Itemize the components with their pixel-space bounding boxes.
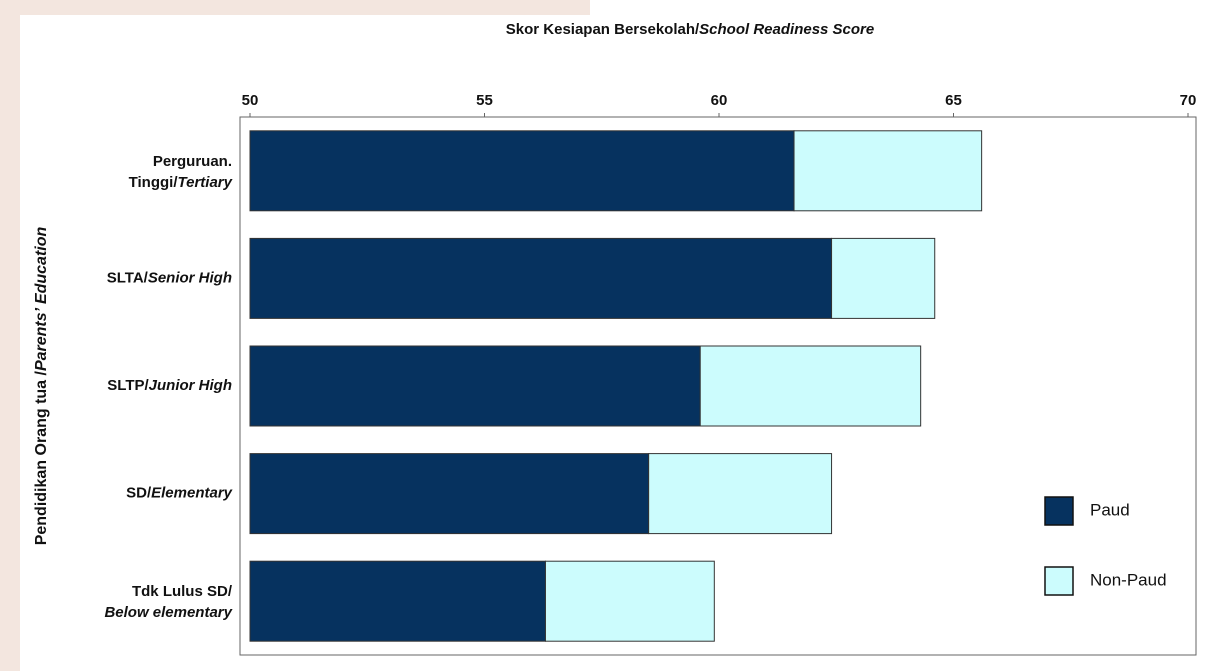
bar-segment [793, 130, 983, 212]
x-tick-label: 55 [476, 92, 493, 109]
x-tick-label: 60 [711, 92, 728, 109]
y-tick-label: Tdk Lulus SD/Below elementary [104, 583, 232, 621]
y-tick-label: SD/Elementary [126, 485, 233, 502]
y-tick-label: Perguruan. Tinggi/Tertiary [129, 153, 233, 191]
legend-label: Non-Paud [1090, 570, 1167, 589]
bar-segment [249, 453, 650, 535]
y-tick-label: SLTA/Senior High [107, 269, 232, 286]
bar-segment [249, 345, 701, 427]
x-tick-label: 50 [242, 92, 259, 109]
bar-segment [249, 237, 833, 319]
y-tick-label: SLTP/Junior High [107, 377, 232, 394]
decor-band [0, 0, 590, 15]
chart-title: Skor Kesiapan Bersekolah/School Readines… [506, 21, 875, 38]
bar-segment [699, 345, 922, 427]
bar-segment [249, 560, 546, 642]
decor-band [0, 0, 20, 671]
bar-segment [544, 560, 715, 642]
x-tick-label: 70 [1180, 92, 1197, 109]
legend-swatch [1044, 496, 1074, 526]
legend-swatch [1044, 566, 1074, 596]
bar-segment [249, 130, 795, 212]
legend-label: Paud [1090, 500, 1130, 519]
bar-segment [648, 453, 833, 535]
bar-segment [831, 237, 936, 319]
y-axis-label: Pendidikan Orang tua /Parents’ Education [33, 226, 50, 545]
x-tick-label: 65 [945, 92, 962, 109]
